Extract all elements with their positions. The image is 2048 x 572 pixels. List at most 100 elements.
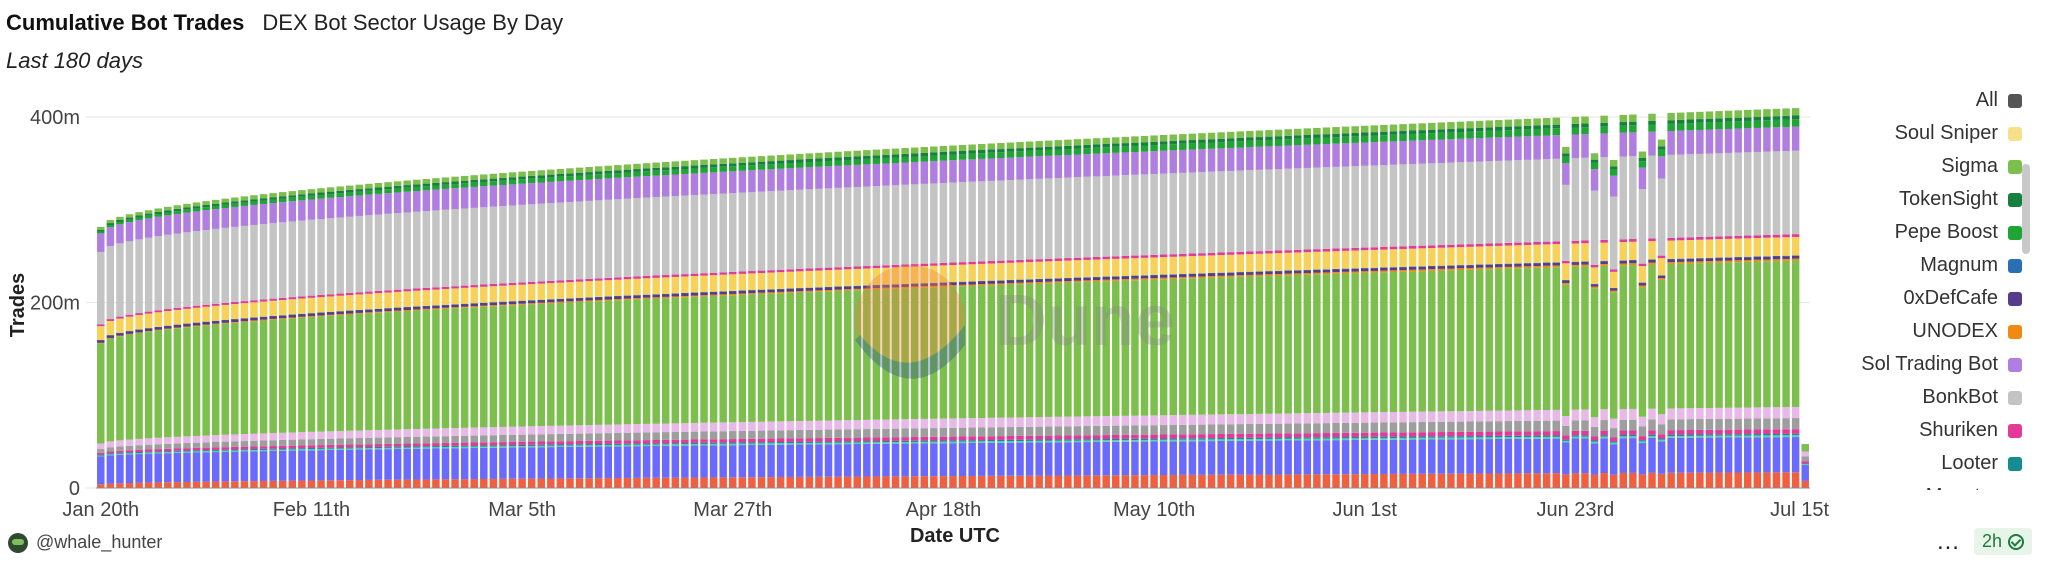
bar-segment — [987, 261, 996, 264]
bar-segment — [1466, 128, 1474, 132]
legend-item[interactable]: BonkBot — [1790, 381, 2030, 414]
bar-segment — [116, 316, 124, 319]
bar-segment — [259, 316, 268, 320]
bar-segment — [1705, 122, 1714, 130]
bar-segment — [1265, 250, 1273, 254]
bar-segment — [1332, 412, 1340, 424]
bar-segment — [1590, 474, 1599, 488]
bar-segment — [1475, 161, 1484, 244]
bar-segment — [413, 288, 421, 291]
bar-segment — [1351, 132, 1359, 137]
bar-segment — [1150, 415, 1158, 426]
bar-segment — [786, 441, 794, 444]
bar-segment — [1217, 132, 1225, 139]
bar-segment — [240, 318, 249, 322]
more-options-button[interactable]: ... — [1936, 527, 1960, 555]
bar-segment — [547, 444, 555, 446]
bar-segment — [556, 444, 565, 446]
bar-segment — [1753, 434, 1762, 436]
legend-item[interactable]: Looter — [1790, 447, 2030, 480]
bar-segment — [183, 327, 191, 437]
bar-segment — [365, 313, 373, 431]
bar-segment — [1552, 244, 1560, 263]
legend-item[interactable]: Soul Sniper — [1790, 117, 2030, 150]
bar-segment — [489, 206, 498, 284]
bar-segment — [1073, 426, 1082, 436]
bar-segment — [824, 429, 833, 438]
bar-segment — [499, 426, 507, 436]
bar-segment — [1265, 274, 1273, 276]
legend-item[interactable]: All — [1790, 84, 2030, 117]
bar-segment — [1724, 260, 1733, 263]
legend-item[interactable]: 0xDefCafe — [1790, 282, 2030, 315]
bar-segment — [1629, 260, 1637, 264]
bar-segment — [135, 452, 143, 454]
bar-segment — [709, 445, 718, 478]
bar-segment — [489, 173, 498, 179]
bar-segment — [1054, 435, 1063, 440]
bar-segment — [824, 291, 833, 421]
bar-segment — [480, 286, 488, 303]
bar-segment — [518, 179, 526, 184]
legend-item[interactable]: TokenSight — [1790, 183, 2030, 216]
bar-segment — [1121, 136, 1130, 144]
bar-segment — [518, 447, 526, 479]
bar-segment — [527, 441, 536, 445]
legend-item[interactable]: Sigma — [1790, 150, 2030, 183]
bar-segment — [1169, 173, 1177, 255]
bar-segment — [403, 307, 411, 308]
bar-segment — [154, 453, 162, 483]
bar-segment — [336, 431, 344, 439]
legend-item[interactable]: Maestro — [1790, 480, 2030, 490]
legend-item[interactable]: Sol Trading Bot — [1790, 348, 2030, 381]
bar-segment — [1418, 436, 1426, 438]
bar-segment — [939, 418, 948, 428]
bar-segment — [1389, 422, 1398, 433]
bar-segment — [154, 449, 162, 452]
bar-segment — [594, 301, 603, 425]
bar-segment — [527, 284, 536, 301]
bar-segment — [910, 441, 919, 444]
bar-segment — [738, 477, 747, 488]
bar-segment — [1399, 473, 1407, 488]
legend-item[interactable]: UNODEX — [1790, 315, 2030, 348]
bar-segment — [796, 153, 804, 160]
bar-segment — [1217, 433, 1225, 439]
bar-segment — [805, 162, 814, 168]
bar-segment — [1456, 436, 1465, 438]
bar-segment — [767, 270, 775, 273]
bar-segment — [518, 446, 526, 448]
bar-segment — [1341, 437, 1350, 439]
legend-item[interactable]: Magnum — [1790, 249, 2030, 282]
bar-segment — [192, 451, 201, 453]
bar-segment — [910, 419, 919, 429]
bar-segment — [843, 420, 852, 430]
bar-segment — [575, 180, 584, 202]
bar-segment — [154, 452, 162, 454]
bar-segment — [173, 443, 182, 449]
legend-item[interactable]: Pepe Boost — [1790, 216, 2030, 249]
bar-segment — [1121, 258, 1130, 276]
bar-segment — [240, 202, 249, 206]
bar-segment — [1667, 240, 1675, 259]
refresh-status-badge[interactable]: 2h — [1973, 528, 2032, 555]
author[interactable]: @whale_hunter — [8, 532, 162, 553]
bar-segment — [1456, 473, 1465, 488]
bar-segment — [1016, 282, 1024, 285]
bar-segment — [1408, 248, 1417, 267]
bar-segment — [1562, 184, 1570, 261]
bar-segment — [250, 440, 258, 447]
legend-scrollbar[interactable] — [2022, 164, 2030, 254]
bar-segment — [1016, 179, 1024, 260]
bar-segment — [1514, 437, 1522, 439]
legend-item[interactable]: Shuriken — [1790, 414, 2030, 447]
bar-segment — [796, 444, 804, 477]
bar-segment — [518, 444, 526, 447]
x-tick-label: Jul 15th — [1770, 499, 1830, 521]
bar-segment — [1332, 474, 1340, 488]
bar-segment — [489, 302, 498, 303]
bar-segment — [307, 199, 316, 220]
bar-segment — [1533, 410, 1541, 421]
avatar — [8, 532, 28, 553]
bar-segment — [470, 446, 478, 449]
